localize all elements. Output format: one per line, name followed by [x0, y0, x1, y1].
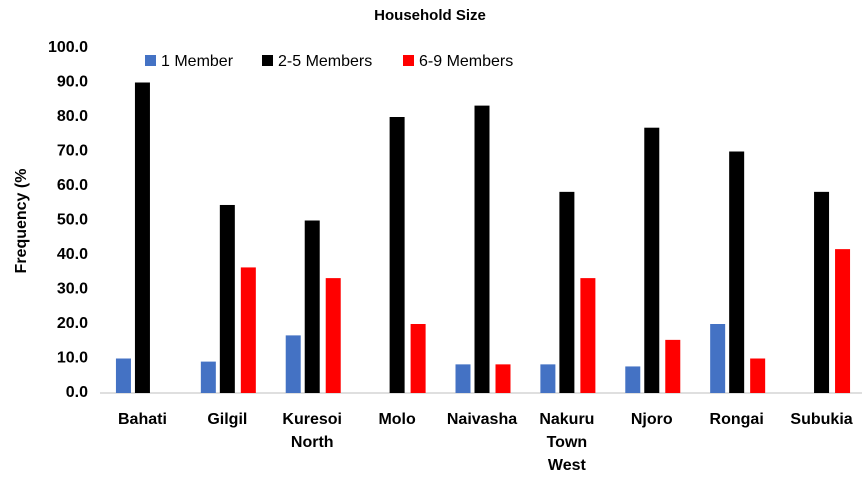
- bar: [729, 151, 745, 393]
- bar: [219, 204, 235, 393]
- x-tick-label: Molo: [378, 411, 416, 428]
- y-tick-label: 100.0: [48, 39, 88, 56]
- bar: [115, 358, 131, 393]
- x-tick-label: Nakuru Town West: [539, 411, 595, 474]
- bar: [665, 339, 681, 393]
- chart-title: Household Size: [374, 7, 486, 24]
- bar: [389, 117, 405, 393]
- bar: [495, 364, 511, 393]
- legend-swatch: [403, 55, 414, 66]
- bar: [285, 335, 301, 393]
- x-tick-label: Kuresoi North: [282, 411, 342, 451]
- bar: [835, 249, 851, 393]
- x-tick-label: Rongai: [709, 411, 764, 428]
- bar: [559, 191, 575, 393]
- bar: [750, 358, 766, 393]
- y-tick-label: 40.0: [57, 246, 88, 263]
- bar: [240, 267, 256, 393]
- x-tick-label: Bahati: [117, 411, 167, 428]
- y-tick-label: 0.0: [66, 384, 88, 401]
- y-tick-label: 70.0: [57, 143, 88, 160]
- bar: [304, 220, 320, 393]
- y-axis-label: Frequency (%: [13, 169, 30, 274]
- legend-swatch: [145, 55, 156, 66]
- x-tick-label: Subukia: [790, 411, 853, 428]
- bar: [455, 364, 471, 393]
- bar: [134, 82, 150, 393]
- x-tick-label: Njoro: [630, 411, 673, 428]
- legend-label: 6-9 Members: [419, 53, 513, 70]
- y-tick-label: 10.0: [57, 350, 88, 367]
- bar: [325, 278, 341, 393]
- legend-swatch: [262, 55, 273, 66]
- bar: [625, 366, 641, 393]
- y-tick-label: 90.0: [57, 74, 88, 91]
- bar: [580, 278, 596, 393]
- x-tick-label: Gilgil: [207, 411, 248, 428]
- legend-label: 1 Member: [161, 53, 234, 70]
- y-tick-label: 30.0: [57, 281, 88, 298]
- x-tick-label: Naivasha: [446, 411, 518, 428]
- bar: [540, 364, 556, 393]
- legend-label: 2-5 Members: [278, 53, 372, 70]
- bar: [710, 324, 726, 393]
- y-tick-label: 20.0: [57, 315, 88, 332]
- bar: [410, 324, 426, 393]
- bar: [644, 127, 660, 393]
- bar: [200, 361, 216, 393]
- y-tick-label: 60.0: [57, 177, 88, 194]
- y-tick-label: 50.0: [57, 212, 88, 229]
- bar: [814, 191, 830, 393]
- bar: [474, 105, 490, 394]
- y-tick-label: 80.0: [57, 108, 88, 125]
